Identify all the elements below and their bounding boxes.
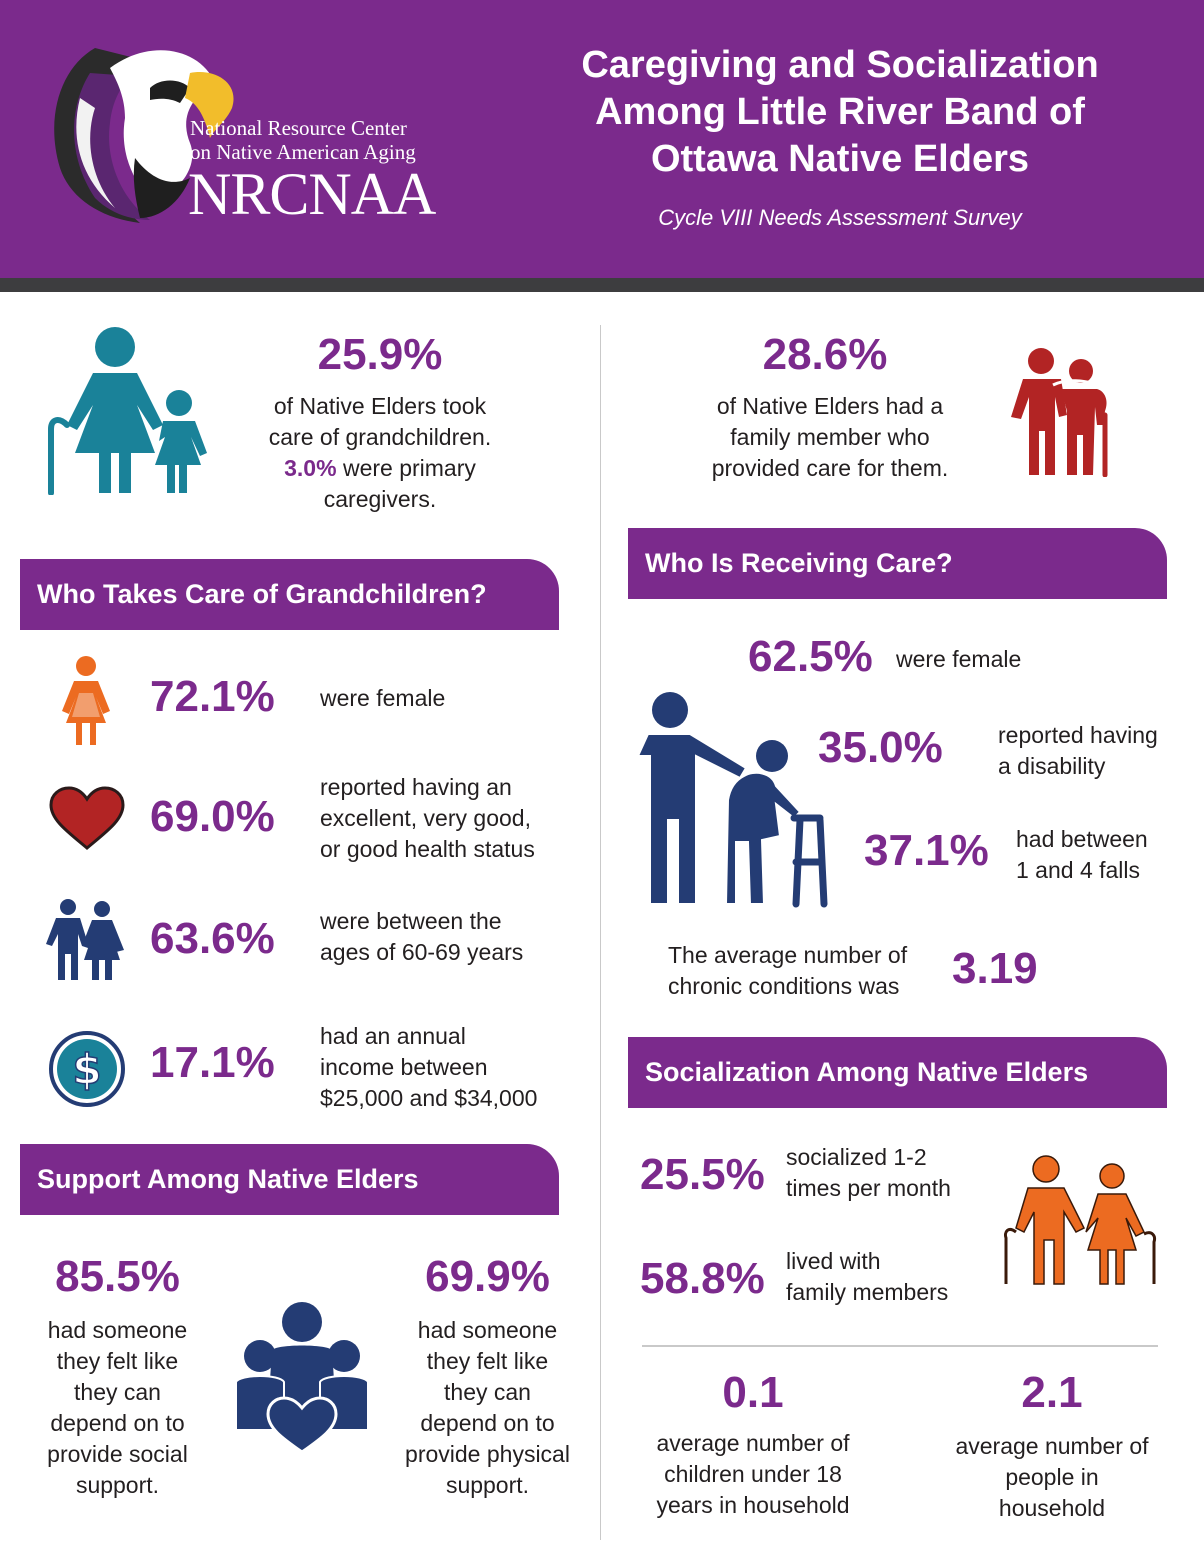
column-divider bbox=[600, 325, 601, 1540]
family-care-text-1: of Native Elders had a bbox=[716, 393, 944, 419]
stat-income-line-2: income between bbox=[320, 1054, 488, 1080]
heart-icon bbox=[49, 786, 125, 850]
stat-income-line-3: $25,000 and $34,000 bbox=[320, 1085, 538, 1111]
falls-line-1: had between bbox=[1016, 826, 1148, 852]
receiving-female-value: 62.5% bbox=[748, 632, 873, 681]
social-support-line-3: they can bbox=[74, 1379, 161, 1405]
page-subtitle: Cycle VIII Needs Assessment Survey bbox=[658, 205, 1022, 230]
chronic-value: 3.19 bbox=[952, 944, 1038, 993]
family-care-percent: 28.6% bbox=[762, 330, 888, 379]
physical-support-line-4: depend on to bbox=[420, 1410, 555, 1436]
falls-line-2: 1 and 4 falls bbox=[1016, 857, 1141, 883]
support-group-heart-icon bbox=[235, 1302, 369, 1454]
logo-line-2: on Native American Aging bbox=[190, 140, 416, 164]
caregiver-walker-icon bbox=[636, 692, 828, 908]
people-household-line-3: household bbox=[998, 1495, 1106, 1521]
disability-value: 35.0% bbox=[818, 723, 943, 772]
page-title: Caregiving and Socialization Among Littl… bbox=[581, 44, 1099, 180]
svg-text:$: $ bbox=[72, 1045, 101, 1094]
receiving-care-heading-text: Who Is Receiving Care? bbox=[645, 548, 953, 578]
header-divider bbox=[0, 278, 1204, 292]
disability-line-2: a disability bbox=[998, 753, 1106, 779]
disability-line-1: reported having bbox=[998, 722, 1158, 748]
physical-support-line-1: had someone bbox=[417, 1317, 558, 1343]
physical-support-line-6: support. bbox=[445, 1472, 530, 1498]
stat-female-value: 72.1% bbox=[150, 672, 275, 721]
grandchildren-care-text-1: of Native Elders took bbox=[273, 393, 487, 419]
socialized-value: 25.5% bbox=[640, 1150, 765, 1199]
grandchildren-care-percent: 25.9% bbox=[317, 330, 443, 379]
grandchildren-care-text-4: caregivers. bbox=[323, 486, 437, 512]
stat-age-line-2: ages of 60-69 years bbox=[320, 939, 524, 965]
children-household-value: 0.1 bbox=[722, 1368, 784, 1417]
chronic-line-1: The average number of bbox=[668, 942, 908, 968]
social-support-line-4: depend on to bbox=[50, 1410, 185, 1436]
stat-health-line-2: excellent, very good, bbox=[320, 805, 531, 831]
stat-income-line-1: had an annual bbox=[320, 1023, 466, 1049]
physical-support-value: 69.9% bbox=[425, 1252, 550, 1301]
logo-line-1: National Resource Center bbox=[190, 116, 407, 140]
support-heading-text: Support Among Native Elders bbox=[37, 1164, 419, 1194]
logo-abbreviation: NRCNAA bbox=[188, 161, 436, 227]
socialized-line-1: socialized 1-2 bbox=[786, 1144, 927, 1170]
falls-value: 37.1% bbox=[864, 826, 989, 875]
social-support-line-6: support. bbox=[75, 1472, 160, 1498]
primary-caregiver-line: 3.0% were primary bbox=[230, 453, 530, 484]
people-household-line-1: average number of bbox=[955, 1433, 1149, 1459]
social-support-line-1: had someone bbox=[47, 1317, 188, 1343]
physical-support-line-5: provide physical bbox=[405, 1441, 570, 1467]
lived-with-family-line-1: lived with bbox=[786, 1248, 881, 1274]
stat-health-line-3: or good health status bbox=[320, 836, 535, 862]
children-household-line-1: average number of bbox=[656, 1430, 850, 1456]
stat-income-value: 17.1% bbox=[150, 1038, 275, 1087]
family-care-text-3: provided care for them. bbox=[711, 455, 949, 481]
family-care-text-2: family member who bbox=[730, 424, 930, 450]
physical-support-line-2: they felt like bbox=[426, 1348, 549, 1374]
receiving-female-label: were female bbox=[896, 646, 1022, 672]
people-household-line-2: people in bbox=[1005, 1464, 1099, 1490]
stat-health-value: 69.0% bbox=[150, 792, 275, 841]
primary-caregiver-text: were primary bbox=[336, 455, 476, 481]
social-support-value: 85.5% bbox=[55, 1252, 180, 1301]
socialized-line-2: times per month bbox=[786, 1175, 951, 1201]
social-support-line-2: they felt like bbox=[56, 1348, 179, 1374]
stat-age-value: 63.6% bbox=[150, 914, 275, 963]
support-heading: Support Among Native Elders bbox=[20, 1144, 559, 1215]
dollar-icon: $ bbox=[49, 1031, 125, 1107]
stat-health-line-1: reported having an bbox=[320, 774, 512, 800]
social-support-line-5: provide social bbox=[47, 1441, 188, 1467]
children-household-line-2: children under 18 bbox=[664, 1461, 842, 1487]
stat-age-line-1: were between the bbox=[320, 908, 502, 934]
elder-couple-icon bbox=[1011, 348, 1108, 477]
people-household-value: 2.1 bbox=[1021, 1368, 1083, 1417]
eagle-logo-icon bbox=[54, 48, 234, 223]
lived-with-family-value: 58.8% bbox=[640, 1254, 765, 1303]
header-banner bbox=[0, 0, 1204, 278]
grandparent-child-icon bbox=[48, 327, 207, 495]
receiving-care-heading: Who Is Receiving Care? bbox=[628, 528, 1167, 599]
who-takes-care-heading-text: Who Takes Care of Grandchildren? bbox=[37, 579, 487, 609]
grandchildren-care-text-2: care of grandchildren. bbox=[268, 424, 492, 450]
lived-with-family-line-2: family members bbox=[786, 1279, 949, 1305]
children-household-line-3: years in household bbox=[656, 1492, 850, 1518]
physical-support-line-3: they can bbox=[444, 1379, 531, 1405]
socialization-heading: Socialization Among Native Elders bbox=[628, 1037, 1167, 1108]
chronic-line-2: chronic conditions was bbox=[668, 973, 900, 999]
female-icon bbox=[62, 656, 110, 745]
socialization-heading-text: Socialization Among Native Elders bbox=[645, 1057, 1089, 1087]
socialization-divider bbox=[642, 1345, 1158, 1347]
who-takes-care-heading: Who Takes Care of Grandchildren? bbox=[20, 559, 559, 630]
primary-caregiver-percent: 3.0% bbox=[284, 455, 337, 481]
couple-icon bbox=[46, 899, 124, 980]
elders-with-canes-icon bbox=[1004, 1155, 1156, 1285]
stat-female-label: were female bbox=[320, 685, 446, 711]
